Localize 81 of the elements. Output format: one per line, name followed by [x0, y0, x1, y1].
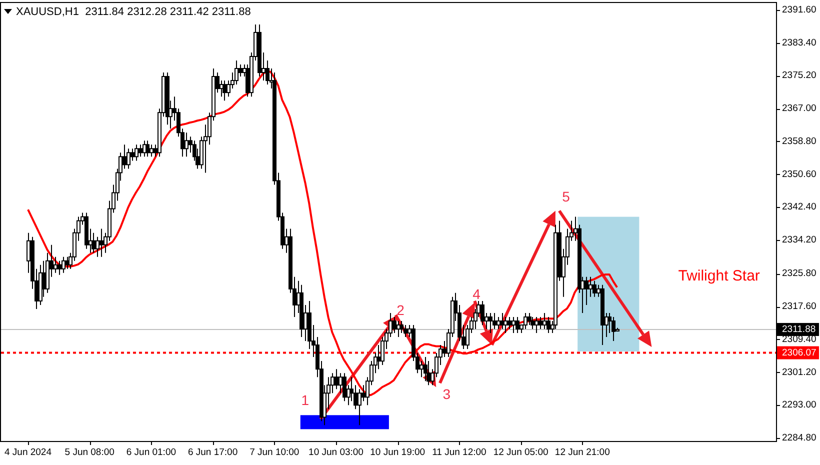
candlestick: [534, 316, 538, 334]
candlestick: [238, 64, 242, 78]
x-tick-label: 12 Jun 21:00: [554, 447, 610, 458]
candlestick: [146, 140, 150, 158]
candlestick: [342, 372, 346, 402]
x-tick-label: 10 Jun 03:00: [308, 447, 364, 458]
candlestick: [516, 316, 520, 334]
candlestick: [592, 280, 596, 298]
y-tick-label: 2284.80: [782, 432, 816, 444]
x-tick-label: 12 Jun 05:00: [493, 447, 548, 458]
annotation: 2: [396, 302, 405, 318]
candlestick: [62, 256, 66, 274]
candlestick: [392, 316, 396, 334]
candlestick: [584, 276, 588, 306]
candlestick: [54, 256, 58, 274]
candlestick: [130, 148, 134, 162]
candlestick: [222, 80, 226, 102]
annotation: 3: [442, 386, 451, 402]
candlestick: [404, 324, 408, 338]
candlestick: [122, 144, 126, 170]
candlestick: [126, 148, 130, 170]
y-tick-label: 2391.60: [782, 4, 816, 16]
candlestick: [376, 344, 380, 370]
candlestick: [58, 260, 62, 276]
candlestick: [234, 60, 238, 86]
candlestick: [358, 388, 362, 426]
candlestick: [362, 384, 366, 402]
candlestick: [92, 232, 96, 254]
candlestick: [426, 360, 430, 386]
candlestick: [530, 316, 534, 330]
annotation: 5: [562, 188, 570, 204]
candlestick: [588, 276, 592, 298]
candlestick: [424, 356, 428, 382]
chart-title: XAUUSD,H1 2311.84 2312.28 2311.42 2311.88: [16, 6, 251, 18]
y-tick-label: 2293.00: [782, 400, 816, 411]
candlestick: [334, 368, 338, 390]
candlestick: [400, 320, 404, 334]
x-tick-label: 10 Jun 19:00: [370, 447, 426, 458]
candlestick: [338, 372, 342, 394]
y-tick-label: 2301.20: [782, 366, 816, 378]
candlestick: [546, 316, 550, 334]
y-tick-label: 2375.20: [782, 70, 816, 82]
candlestick: [504, 316, 508, 334]
y-tick-label: 2317.60: [782, 301, 816, 312]
x-tick-label: 4 Jun 2024: [4, 447, 52, 458]
y-tick-label: 2325.80: [782, 268, 816, 280]
text: Twilight Star: [678, 267, 760, 284]
candlestick: [42, 260, 46, 298]
candlestick: [512, 316, 516, 334]
ref-line-label: 2311.88: [782, 324, 816, 335]
candlestick: [488, 312, 492, 334]
candlestick: [138, 144, 142, 158]
y-tick-label: 2309.40: [782, 334, 816, 345]
x-tick-label: 11 Jun 12:00: [432, 447, 486, 458]
x-tick-label: 6 Jun 17:00: [188, 447, 238, 458]
candlestick: [100, 228, 104, 258]
candlestick: [480, 300, 484, 326]
candlestick: [508, 316, 512, 330]
candlestick: [524, 312, 528, 330]
x-tick-label: 5 Jun 08:00: [64, 447, 114, 458]
candlestick: [496, 316, 500, 330]
y-tick-label: 2350.60: [782, 168, 816, 180]
candlestick: [420, 360, 424, 378]
x-tick-label: 7 Jun 10:00: [250, 447, 300, 458]
candlestick: [542, 312, 546, 330]
annotation: 1: [301, 392, 310, 408]
candlestick: [184, 132, 188, 158]
x-tick-label: 6 Jun 01:00: [126, 447, 176, 458]
candlestick: [538, 316, 542, 330]
y-tick-label: 2342.40: [782, 202, 816, 213]
candlestick: [528, 312, 532, 326]
y-tick-label: 2334.20: [782, 234, 816, 246]
candlestick: [134, 144, 138, 162]
candlestick: [612, 316, 616, 342]
candlestick: [150, 144, 154, 158]
y-tick-label: 2358.80: [782, 136, 816, 147]
annotation: 4: [472, 286, 481, 302]
y-tick-label: 2383.40: [782, 37, 816, 48]
ref-line-label: 2306.07: [782, 347, 816, 358]
candlestick: [492, 312, 496, 330]
y-tick-label: 2367.00: [782, 103, 816, 114]
